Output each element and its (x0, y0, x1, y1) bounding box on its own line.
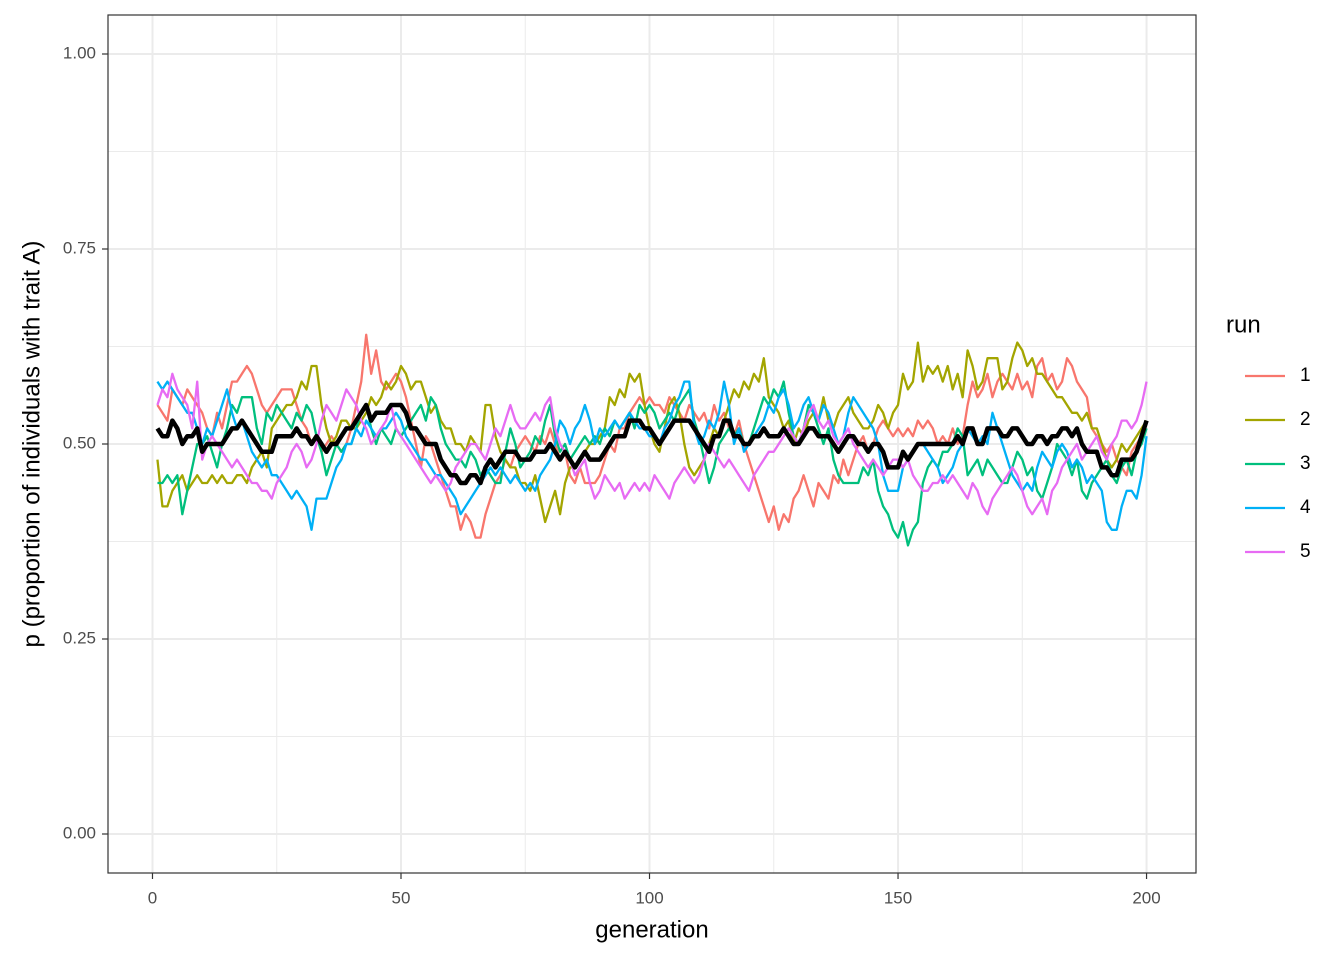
y-tick-label: 0.50 (63, 433, 96, 452)
legend-title: run (1226, 311, 1261, 338)
x-tick-label: 50 (392, 888, 411, 907)
y-tick-label: 0.75 (63, 238, 96, 257)
legend-label: 2 (1300, 409, 1311, 430)
y-axis-title: p (proportion of individuals with trait … (18, 241, 45, 648)
grid (108, 15, 1196, 873)
x-tick-label: 200 (1132, 888, 1160, 907)
y-tick-label: 0.00 (63, 823, 96, 842)
lines (155, 333, 1149, 547)
axes: 0 50 100 150 200 0.00 0.25 0.50 0.75 1.00 (63, 43, 1161, 907)
x-tick-label: 0 (148, 888, 157, 907)
series-line (157, 380, 1148, 547)
y-tick-label: 0.25 (63, 628, 96, 647)
series-line (156, 372, 1148, 516)
mean-line (155, 402, 1149, 486)
legend-label: 5 (1300, 541, 1311, 562)
y-tick-label: 1.00 (63, 43, 96, 62)
legend: run 1 2 3 4 5 (1226, 311, 1311, 562)
legend-label: 1 (1300, 365, 1311, 386)
x-tick-label: 100 (635, 888, 663, 907)
x-axis-title: generation (595, 916, 708, 943)
series-line (156, 333, 1148, 539)
x-tick-label: 150 (884, 888, 912, 907)
legend-label: 3 (1300, 453, 1311, 474)
legend-label: 4 (1300, 497, 1311, 518)
